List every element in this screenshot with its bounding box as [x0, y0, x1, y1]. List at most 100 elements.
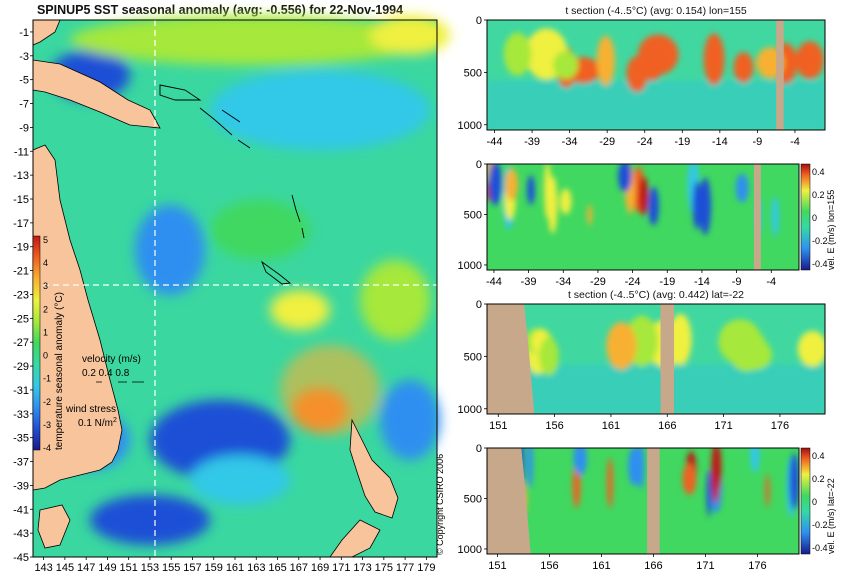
land-new-caledonia: [261, 260, 292, 285]
colorbar-ticks: 5 4 3 2 1 0 -1 -2 -3 -4: [43, 235, 51, 453]
section-y-tick-label: 1000: [458, 120, 482, 132]
map-x-tick-label: 151: [120, 562, 138, 574]
map-y-tick-label: -33: [13, 409, 29, 421]
section-x-tick-label: 151: [489, 420, 507, 432]
map-x-tick-label: 147: [77, 562, 95, 574]
section-y-tick-label: 0: [476, 15, 482, 27]
section-panel-3: t section (-4..5°C) (avg: 0.442) lat=-22…: [458, 289, 826, 432]
map-title: SPINUP5 SST seasonal anomaly (avg: -0.55…: [37, 3, 403, 17]
land-new-guinea: [32, 59, 161, 129]
section-y-tick-label: 0: [476, 443, 482, 455]
wind-stress-label: wind stress: [65, 404, 116, 415]
colorbar-tick-label: 2: [43, 304, 48, 314]
map-y-tick-label: -29: [13, 361, 29, 373]
map-y-tick-label: -17: [13, 218, 29, 230]
section-field: [487, 164, 779, 238]
velocity-colorbar-tick: -0.4: [812, 259, 828, 269]
map-y-tick-label: -3: [19, 51, 29, 63]
section-panel-4: 0 500 1000 151 156 161 166 171 176 0.4 0.2 0 -0.2 -0.…: [458, 443, 836, 572]
map-y-tick-label: -35: [13, 433, 29, 445]
section-y-tick-label: 1000: [458, 260, 482, 272]
map-x-tick-label: 149: [98, 562, 116, 574]
section-x-tick-label: -14: [694, 276, 710, 288]
section-y-tick-label: 500: [464, 209, 482, 221]
section-x-tick-label: 171: [696, 560, 714, 572]
velocity-colorbar-tick: -0.2: [812, 520, 828, 530]
section-x-tick-label: -39: [524, 136, 540, 148]
map-x-tick-label: 153: [141, 562, 159, 574]
section-panel-1: t section (-4..5°C) (avg: 0.154) lon=155…: [458, 5, 826, 148]
land-vanuatu: [291, 194, 305, 239]
section-x-tick-label: -44: [486, 276, 502, 288]
section-x-tick-label: 161: [592, 560, 610, 572]
map-y-tick-label: -25: [13, 313, 29, 325]
section-frame: [486, 19, 826, 131]
section-y-tick-label: 1000: [458, 404, 482, 416]
colorbar-tick-label: 0: [43, 351, 48, 361]
map-y-tick-label: -21: [13, 266, 29, 278]
colorbar-tick-label: -1: [43, 374, 51, 384]
velocity-legend: velocity (m/s) 0.2 0.4 0.8 wind stress 0…: [65, 354, 144, 429]
map-x-tick-label: 179: [417, 562, 435, 574]
land-new-britain: [159, 84, 202, 101]
map-panel: SPINUP5 SST seasonal anomaly (avg: -0.55…: [13, 3, 450, 574]
section-x-tick-label: -44: [487, 136, 503, 148]
section-x-tick-label: 166: [644, 560, 662, 572]
map-x-tick-label: 145: [56, 562, 74, 574]
map-y-tick-label: -45: [13, 552, 29, 564]
section-gap-mask: [753, 164, 761, 270]
velocity-colorbar-tick: 0.2: [812, 474, 825, 484]
section-y-tick-label: 1000: [458, 544, 482, 556]
colorbar-tick-label: 3: [43, 281, 48, 291]
section-x-tick-label: -19: [674, 136, 690, 148]
map-x-tick-label: 177: [396, 562, 414, 574]
land-solomon-islands: [199, 107, 251, 149]
section-frame: [486, 303, 826, 415]
velocity-label: velocity (m/s): [82, 354, 141, 365]
section-frame: [486, 163, 800, 271]
map-y-tick-label: -41: [13, 504, 29, 516]
map-x-tick-label: 167: [290, 562, 308, 574]
map-y-tick-label: -37: [13, 457, 29, 469]
map-y-tick-label: -19: [13, 242, 29, 254]
map-y-tick-label: -43: [13, 528, 29, 540]
section-x-tick-label: 161: [602, 420, 620, 432]
land-australia: [32, 144, 123, 491]
velocity-colorbar: [800, 447, 811, 555]
section-y-tick-label: 500: [464, 493, 482, 505]
map-y-tick-label: -23: [13, 289, 29, 301]
velocity-colorbar-tick: 0.4: [812, 451, 825, 461]
section-x-tick-label: -9: [732, 276, 742, 288]
section-title: t section (-4..5°C) (avg: 0.442) lat=-22: [568, 289, 744, 301]
map-y-tick-label: -9: [19, 122, 29, 134]
section-y-tick-label: 500: [464, 67, 482, 79]
land-tasmania: [37, 504, 71, 549]
section-x-tick-label: -4: [766, 276, 776, 288]
section-x-tick-label: -19: [659, 276, 675, 288]
section-gap-mask: [647, 448, 660, 554]
section-x-tick-label: 176: [771, 420, 789, 432]
section-panel-2: 0 500 1000 -44 -39 -34 -29 -24 -19 -14 -9 -4 0.4 0.2 0…: [458, 159, 836, 288]
map-x-tick-label: 163: [247, 562, 265, 574]
section-x-tick-label: -14: [712, 136, 728, 148]
map-y-tick-label: -31: [13, 385, 29, 397]
section-x-tick-label: 171: [714, 420, 732, 432]
section-y-tick-label: 0: [476, 159, 482, 171]
map-plot: [32, 15, 450, 558]
section-x-tick-label: 151: [488, 560, 506, 572]
colorbar-tick-label: 5: [43, 235, 48, 245]
velocity-colorbar-label: vel. E (m/s) lat=-22: [826, 478, 836, 554]
section-gap-mask: [776, 20, 784, 130]
section-x-tick-label: 166: [658, 420, 676, 432]
colorbar-gradient: [32, 235, 41, 451]
colorbar-tick-label: -4: [43, 443, 51, 453]
map-x-ticks: 143 145 147 149 151 153 155 157 159 161 163 165 167 1…: [34, 557, 436, 574]
map-y-tick-label: -27: [13, 337, 29, 349]
section-field: [487, 28, 825, 130]
map-y-tick-label: -15: [13, 194, 29, 206]
copyright-note: © Copyright CSIRO 2006: [435, 454, 445, 555]
map-x-tick-label: 155: [162, 562, 180, 574]
section-frame: [486, 447, 800, 555]
section-x-tick-label: -4: [790, 136, 800, 148]
colorbar-tick-label: -2: [43, 397, 51, 407]
